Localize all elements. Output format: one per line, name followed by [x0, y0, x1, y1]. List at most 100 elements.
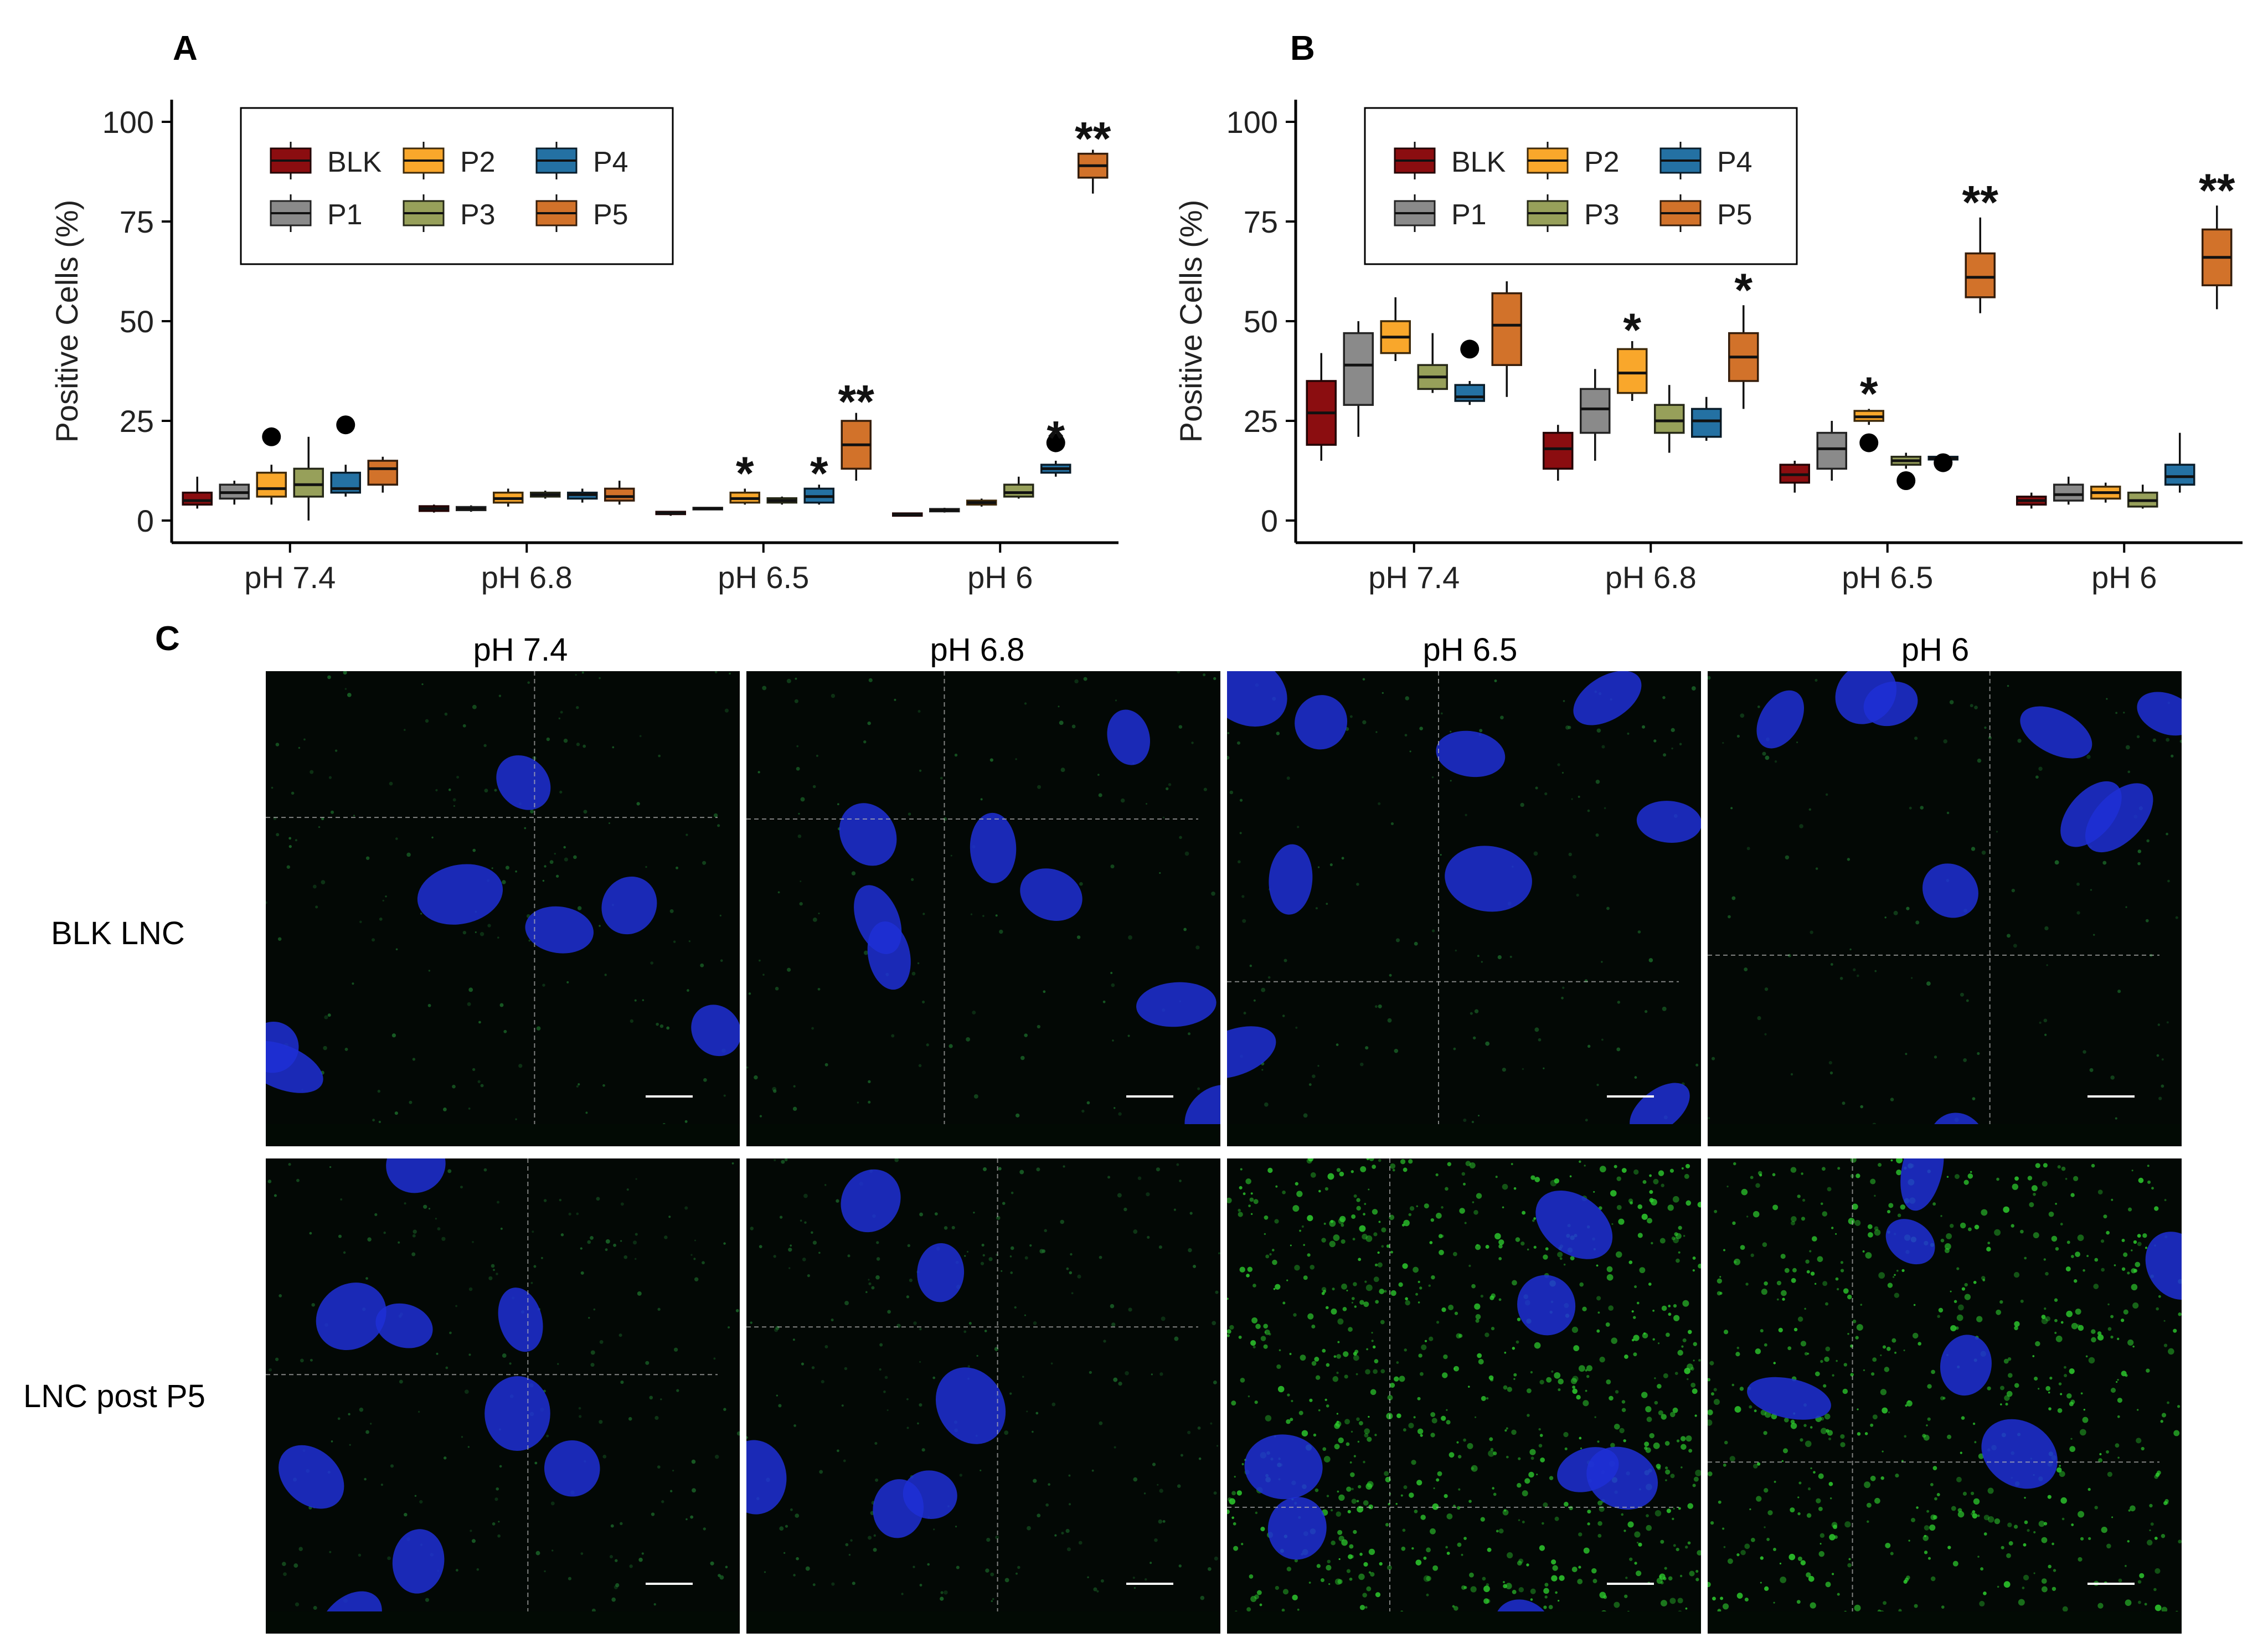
green-signal-dot — [1476, 1193, 1482, 1199]
green-signal-dot — [1880, 1354, 1882, 1357]
green-signal-dot — [530, 809, 534, 813]
green-signal-dot — [2144, 1603, 2147, 1606]
green-signal-dot — [1639, 1267, 1646, 1274]
green-signal-dot — [2082, 1417, 2089, 1423]
green-signal-dot — [2139, 1573, 2145, 1578]
green-signal-dot — [1685, 1200, 1692, 1206]
green-signal-dot — [315, 905, 318, 909]
green-signal-dot — [1645, 1010, 1648, 1013]
green-signal-dot — [1375, 1592, 1381, 1598]
green-signal-dot — [783, 1552, 786, 1554]
green-signal-dot — [2131, 1268, 2136, 1274]
green-signal-dot — [1100, 1579, 1104, 1583]
green-signal-dot — [412, 1058, 416, 1061]
green-signal-dot — [1697, 1202, 1701, 1208]
green-signal-dot — [1586, 1365, 1592, 1372]
green-signal-dot — [1857, 1432, 1861, 1436]
green-signal-dot — [632, 1240, 637, 1245]
green-signal-dot — [1681, 1444, 1687, 1450]
green-signal-dot — [1573, 874, 1576, 879]
green-signal-dot — [551, 1549, 554, 1552]
green-signal-dot — [1245, 1178, 1251, 1184]
green-signal-dot — [494, 1497, 498, 1501]
green-signal-dot — [590, 1350, 595, 1355]
green-signal-dot — [2141, 1446, 2145, 1451]
green-signal-dot — [1645, 1406, 1652, 1413]
green-signal-dot — [1387, 1018, 1392, 1023]
green-signal-dot — [1708, 676, 1711, 680]
green-signal-dot — [1780, 1254, 1786, 1259]
green-signal-dot — [1321, 1291, 1325, 1295]
green-signal-dot — [599, 1340, 604, 1344]
green-signal-dot — [483, 1168, 487, 1172]
green-signal-dot — [1882, 1407, 1888, 1414]
green-signal-dot — [502, 880, 506, 884]
green-signal-dot — [2060, 1393, 2063, 1395]
green-signal-dot — [1177, 1484, 1181, 1488]
green-signal-dot — [1810, 1467, 1812, 1470]
green-signal-dot — [1820, 1359, 1823, 1363]
green-signal-dot — [1396, 1413, 1401, 1418]
green-signal-dot — [2024, 1496, 2026, 1499]
green-signal-dot — [1431, 776, 1434, 779]
green-signal-dot — [1027, 1526, 1031, 1531]
y-tick-label: 75 — [1244, 204, 1278, 239]
green-signal-dot — [1349, 1461, 1352, 1464]
green-signal-dot — [1740, 1245, 1745, 1250]
green-signal-dot — [1760, 1556, 1764, 1560]
green-signal-dot — [804, 1221, 807, 1224]
green-signal-dot — [1457, 1542, 1462, 1547]
green-signal-dot — [922, 913, 925, 915]
green-signal-dot — [735, 1309, 739, 1312]
green-signal-dot — [1231, 1516, 1234, 1520]
box-p4 — [567, 488, 598, 503]
green-signal-dot — [1337, 1490, 1339, 1493]
green-signal-dot — [966, 1037, 971, 1042]
green-signal-dot — [1661, 1600, 1667, 1607]
green-signal-dot — [2005, 1403, 2008, 1406]
green-signal-dot — [1578, 1532, 1583, 1537]
green-signal-dot — [879, 1368, 882, 1371]
green-signal-dot — [757, 771, 760, 774]
green-signal-dot — [799, 902, 803, 906]
green-signal-dot — [1825, 793, 1828, 796]
legend-label: P2 — [460, 146, 496, 178]
green-signal-dot — [736, 1431, 740, 1436]
green-signal-dot — [536, 1026, 541, 1031]
green-signal-dot — [615, 1559, 618, 1562]
green-signal-dot — [919, 1361, 921, 1363]
green-signal-dot — [2136, 735, 2140, 739]
green-signal-dot — [1576, 1395, 1581, 1400]
green-signal-dot — [1662, 1006, 1667, 1011]
nucleus — [1636, 801, 1701, 843]
green-signal-dot — [1712, 1057, 1715, 1060]
box-blk — [1306, 353, 1337, 461]
green-signal-dot — [1308, 1083, 1312, 1086]
green-signal-dot — [462, 724, 466, 728]
green-signal-dot — [1692, 1256, 1696, 1260]
green-signal-dot — [1351, 1498, 1357, 1504]
green-signal-dot — [1791, 1278, 1796, 1283]
green-signal-dot — [1405, 1300, 1410, 1306]
green-signal-dot — [1035, 1412, 1039, 1415]
green-signal-dot — [1294, 1265, 1300, 1271]
green-signal-dot — [718, 1574, 721, 1577]
box-p2 — [1380, 297, 1411, 361]
green-signal-dot — [1292, 1205, 1300, 1212]
green-signal-dot — [1463, 1438, 1466, 1442]
green-signal-dot — [568, 1577, 572, 1580]
green-signal-dot — [532, 1230, 534, 1233]
green-signal-dot — [1113, 1377, 1118, 1382]
green-signal-dot — [1060, 1219, 1064, 1224]
green-signal-dot — [2135, 1261, 2141, 1268]
green-signal-dot — [694, 1239, 696, 1242]
green-signal-dot — [267, 1180, 272, 1183]
green-signal-dot — [926, 1043, 929, 1047]
green-signal-dot — [1688, 1330, 1692, 1335]
green-signal-dot — [456, 776, 460, 779]
green-signal-dot — [1110, 972, 1113, 974]
green-signal-dot — [1274, 1219, 1279, 1224]
green-signal-dot — [949, 1044, 953, 1048]
green-signal-dot — [1173, 1208, 1176, 1211]
green-signal-dot — [1628, 1260, 1633, 1264]
